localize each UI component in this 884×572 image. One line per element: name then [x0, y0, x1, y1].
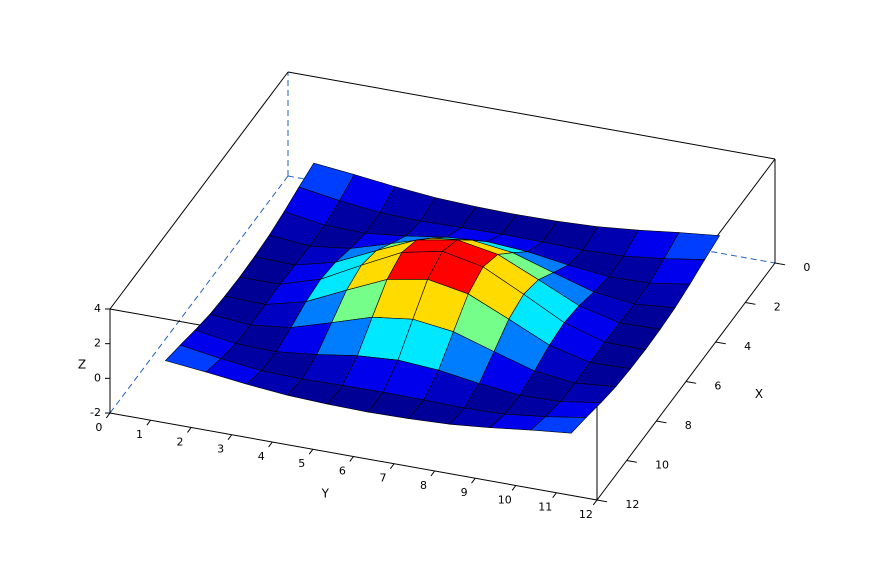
- y-tick-label: 1: [136, 428, 143, 441]
- x-tick: [626, 460, 637, 463]
- y-tick-label: 6: [339, 464, 346, 477]
- y-tick-label: 10: [498, 493, 512, 506]
- y-tick-label: 4: [258, 450, 265, 463]
- y-tick: [105, 412, 111, 419]
- x-tick-label: 2: [774, 301, 781, 314]
- y-tick-label: 3: [217, 443, 224, 456]
- x-tick-label: 8: [685, 419, 692, 432]
- z-tick-label: -2: [90, 406, 101, 419]
- y-tick-label: 7: [379, 472, 386, 485]
- x-tick-label: 0: [803, 261, 810, 274]
- x-tick: [745, 302, 756, 305]
- x-tick: [774, 262, 786, 266]
- x-tick: [715, 341, 726, 345]
- z-tick-label: 2: [94, 337, 101, 350]
- z-tick-label: 0: [94, 371, 101, 384]
- y-tick: [511, 485, 517, 491]
- y-tick: [187, 427, 192, 433]
- y-tick: [349, 456, 354, 462]
- z-tick-label: 4: [94, 302, 101, 315]
- surface-cell: [529, 416, 587, 434]
- y-tick-label: 11: [538, 501, 552, 514]
- x-tick: [656, 420, 667, 424]
- x-tick-label: 4: [744, 340, 751, 353]
- x-axis-label: X: [755, 387, 763, 401]
- y-tick-label: 2: [177, 435, 184, 448]
- y-tick: [430, 470, 436, 477]
- x-tick-label: 6: [714, 380, 721, 393]
- y-tick: [471, 477, 476, 484]
- y-tick-label: 0: [95, 421, 102, 434]
- y-tick: [552, 492, 557, 498]
- x-tick-label: 12: [625, 498, 639, 511]
- y-tick-label: 5: [298, 457, 305, 470]
- y-tick: [389, 463, 395, 469]
- box-edge: [109, 71, 289, 310]
- x-tick: [596, 499, 608, 503]
- y-tick: [592, 499, 598, 506]
- y-axis-label: Y: [321, 487, 330, 501]
- y-tick: [146, 419, 151, 426]
- y-tick: [308, 448, 314, 455]
- box-edge: [287, 71, 776, 160]
- x-tick: [685, 381, 697, 384]
- y-tick-label: 12: [579, 508, 593, 521]
- z-axis-label: Z: [78, 358, 86, 372]
- x-tick-label: 10: [655, 459, 669, 472]
- y-tick: [227, 434, 233, 440]
- y-tick-label: 9: [461, 486, 468, 499]
- y-tick: [268, 441, 273, 448]
- y-tick-label: 8: [420, 479, 427, 492]
